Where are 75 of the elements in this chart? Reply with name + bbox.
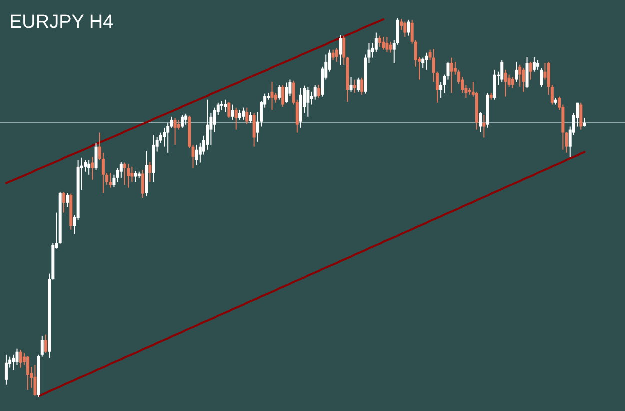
candlestick [526,56,529,89]
candlestick [19,349,22,368]
candlestick [238,110,242,120]
candlestick [514,61,518,83]
candlestick [252,112,256,148]
candlestick [12,354,16,371]
candlestick [127,163,130,188]
candlestick [177,119,180,130]
candlestick [220,100,224,111]
candlestick [350,76,353,92]
candlestick [195,144,198,166]
candlestick [407,19,410,36]
candlestick [249,111,252,124]
candlestick [511,76,514,89]
candlestick [493,69,496,100]
candlestick [123,162,126,186]
candlestick [180,114,184,128]
candlestick [360,77,364,96]
candlestick [338,34,342,66]
candlestick [317,84,320,98]
candlestick [540,68,544,88]
candlestick [522,68,526,92]
candlestick [141,169,144,199]
candlestick [425,52,428,70]
candlestick [224,99,228,112]
candlestick [500,60,504,83]
candlestick [532,56,536,72]
candlestick [508,74,511,88]
candlestick [386,36,389,53]
candlestick [148,162,152,183]
candlestick [228,102,231,119]
candlestick [536,60,540,70]
candlestick [335,47,338,62]
candlestick [332,49,335,61]
candlestick [285,82,288,104]
candlestick [88,160,91,176]
candlestick [422,57,425,69]
candlestick [234,107,238,130]
candlestick [282,84,285,108]
candlestick [112,174,116,188]
candlestick [504,69,508,98]
candlestick [231,104,234,120]
candlestick [306,86,310,118]
candlestick [26,356,30,391]
candlestick [356,77,360,92]
candlestick [174,118,177,146]
candlestick [44,334,48,354]
candlestick [109,172,112,188]
candlestick [184,113,188,126]
candlestick [242,107,246,120]
candlestick [529,61,532,80]
candlestick [213,107,216,133]
candlestick [34,364,37,396]
candlestick [389,41,392,54]
candlestick [565,132,568,154]
candlestick [353,79,356,94]
candlestick [62,191,66,214]
candlestick [450,57,454,94]
candlestick [482,114,486,138]
candlestick [246,107,249,125]
candlestick [479,111,482,133]
candlestick [580,102,583,130]
candlestick [382,36,386,50]
candlestick [378,35,382,48]
candlestick [120,162,123,178]
candlestick [270,82,274,111]
candlestick [94,142,98,170]
candlestick [404,21,407,38]
candlestick [66,192,70,208]
candlestick [91,156,94,180]
candlestick [278,84,281,100]
candlestick [134,170,138,183]
candlestick [4,354,8,386]
chart-title: EURJPY H4 [10,12,114,33]
candlestick [16,348,19,366]
